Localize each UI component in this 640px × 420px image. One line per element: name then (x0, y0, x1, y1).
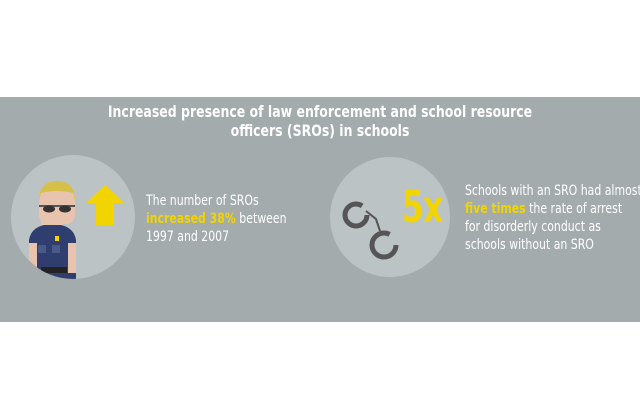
up-arrow-icon (86, 185, 124, 225)
stat-right-highlight: five times (465, 201, 526, 217)
police-officer-icon (29, 181, 76, 279)
stat-left-highlight: increased 38% (146, 211, 236, 227)
handcuffs-icon (342, 201, 399, 260)
stat-right-line-4: schools without an SRO (465, 237, 594, 253)
stat-left-text: The number of SROs increased 38% between… (146, 192, 287, 246)
stat-left-line-1: The number of SROs (146, 193, 259, 209)
stat-left-line-2: between (235, 211, 287, 227)
title-line-1: Increased presence of law enforcement an… (107, 102, 533, 121)
stat-right-line-1: Schools with an SRO had almost (465, 183, 640, 199)
infographic-title: Increased presence of law enforcement an… (70, 102, 569, 140)
stat-left-line-3: 1997 and 2007 (146, 229, 230, 245)
stat-right-text: Schools with an SRO had almost five time… (465, 182, 640, 254)
stat-right-line-2: the rate of arrest (525, 201, 623, 217)
title-line-2: officers (SROs) in schools (230, 121, 410, 140)
stat-right-big-number: 5x (402, 182, 444, 233)
stat-right-line-3: for disorderly conduct as (465, 219, 601, 235)
